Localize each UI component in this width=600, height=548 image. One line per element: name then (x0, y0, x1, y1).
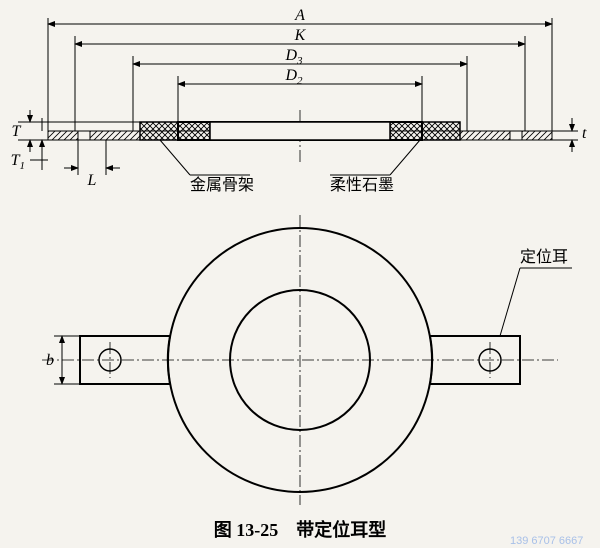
dim-t: t (582, 125, 587, 142)
label-flex-graphite: 柔性石墨 (330, 176, 394, 194)
dim-K: K (294, 27, 307, 44)
dim-b: b (46, 352, 54, 369)
dim-L: L (87, 172, 97, 189)
plan-view: b 定位耳 (42, 215, 572, 505)
watermark-text: 139 6707 6667 (510, 535, 583, 547)
section-view: A K D3 D2 T T1 t (11, 7, 587, 194)
diagram-svg: A K D3 D2 T T1 t (0, 0, 600, 548)
dim-A: A (294, 7, 305, 24)
dim-T1: T1 (11, 152, 25, 172)
dim-T: T (12, 123, 22, 140)
label-locating-ear: 定位耳 (520, 248, 568, 266)
label-metal-frame: 金属骨架 (190, 176, 254, 194)
engineering-diagram: A K D3 D2 T T1 t (0, 0, 600, 548)
figure-caption: 图 13-25 带定位耳型 (214, 519, 387, 540)
